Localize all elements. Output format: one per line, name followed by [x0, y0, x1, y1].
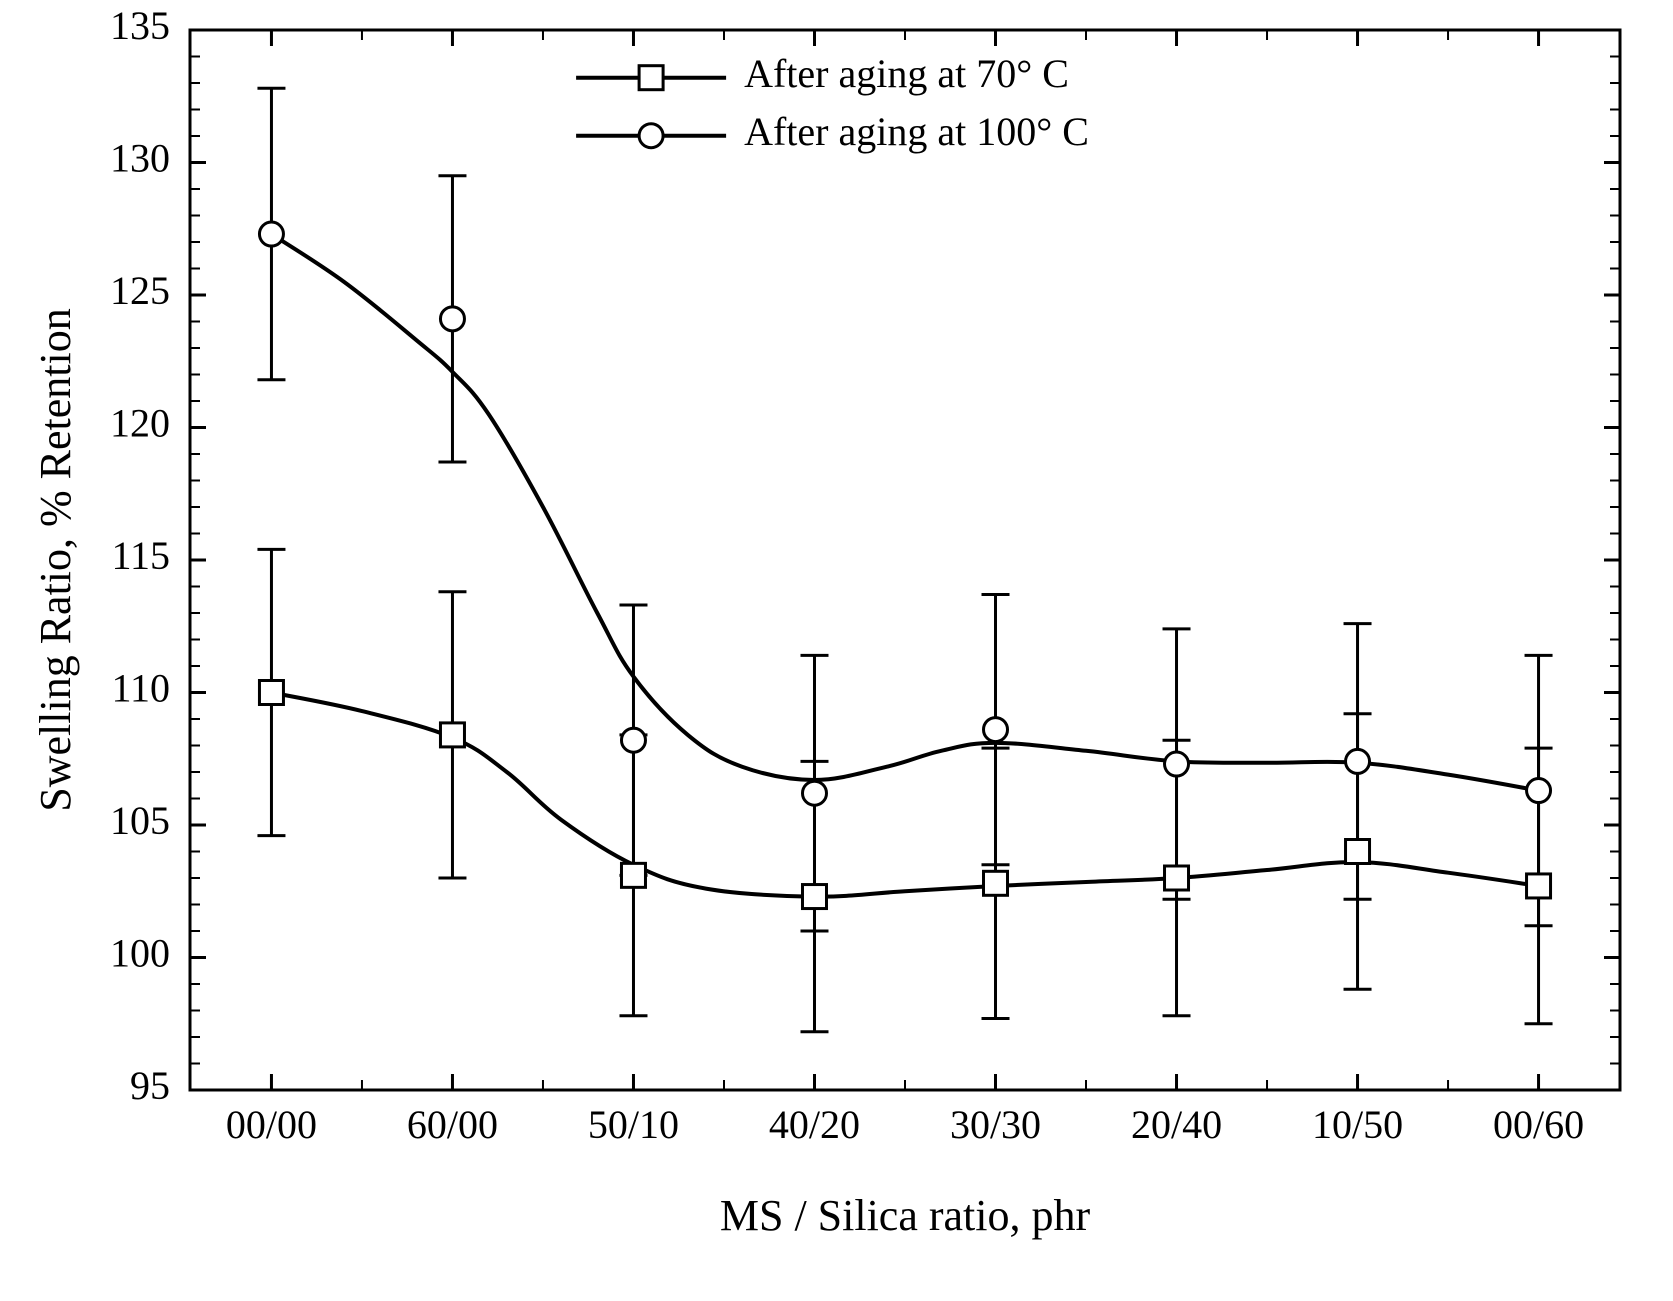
legend-label: After aging at 100° C	[744, 109, 1089, 154]
y-tick-label: 120	[110, 401, 170, 446]
x-tick-label: 00/00	[226, 1102, 317, 1147]
swelling-ratio-chart: 95 100 105 110 115 120 125 130 135 00/00 60/00 50/1…	[0, 0, 1673, 1301]
y-axis-label: Swelling Ratio, % Retention	[31, 308, 80, 812]
x-tick-label: 30/30	[950, 1102, 1041, 1147]
chart-container: 95 100 105 110 115 120 125 130 135 00/00 60/00 50/1…	[0, 0, 1673, 1301]
y-tick-label: 135	[110, 3, 170, 48]
x-tick-label: 00/60	[1493, 1102, 1584, 1147]
y-tick-label: 125	[110, 268, 170, 313]
y-tick-label: 115	[111, 533, 170, 578]
legend-label: After aging at 70° C	[744, 51, 1069, 96]
y-tick-label: 105	[110, 798, 170, 843]
y-tick-label: 110	[111, 666, 170, 711]
x-tick-label: 40/20	[769, 1102, 860, 1147]
x-tick-label: 60/00	[407, 1102, 498, 1147]
y-tick-label: 100	[110, 931, 170, 976]
x-tick-label: 50/10	[588, 1102, 679, 1147]
y-tick-label: 130	[110, 136, 170, 181]
x-tick-label: 10/50	[1312, 1102, 1403, 1147]
x-axis-label: MS / Silica ratio, phr	[720, 1191, 1091, 1240]
x-tick-label: 20/40	[1131, 1102, 1222, 1147]
y-tick-label: 95	[130, 1063, 170, 1108]
